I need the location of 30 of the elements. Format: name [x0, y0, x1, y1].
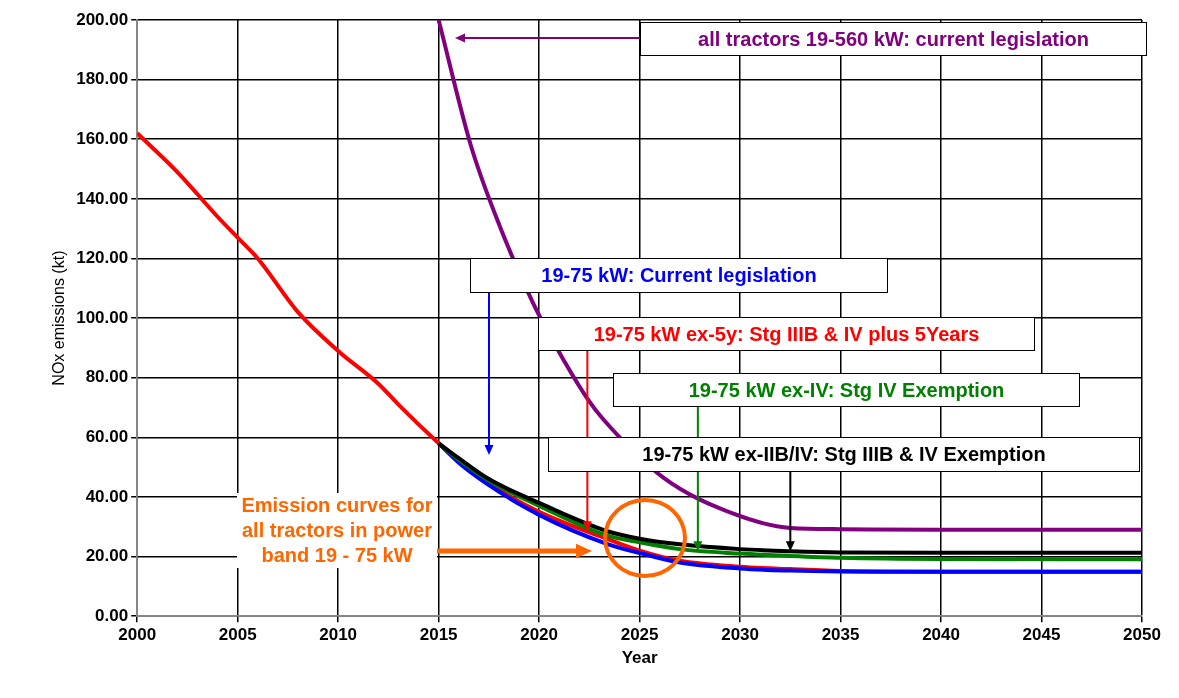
x-tick-label: 2045 — [1022, 625, 1061, 645]
label-box: 19-75 kW ex-IV: Stg IV Exemption — [613, 373, 1080, 407]
y-tick-label: 80.00 — [85, 367, 129, 387]
x-tick-label: 2020 — [520, 625, 559, 645]
x-tick-label: 2005 — [218, 625, 257, 645]
label-box: Emission curves for all tractors in power band 19 - 75 kW — [237, 493, 437, 568]
x-tick-label: 2010 — [319, 625, 358, 645]
x-tick-label: 2050 — [1123, 625, 1161, 645]
y-tick-label: 200.00 — [76, 9, 129, 29]
x-tick-label: 2035 — [821, 625, 860, 645]
y-tick-label: 160.00 — [76, 128, 129, 148]
y-tick-label: 140.00 — [76, 188, 129, 208]
y-tick-label: 60.00 — [85, 427, 129, 447]
y-tick-label: 20.00 — [85, 546, 129, 566]
x-tick-label: 2015 — [419, 625, 458, 645]
y-axis-title: NOx emissions (kt) — [50, 250, 68, 386]
y-tick-label: 100.00 — [76, 307, 129, 327]
y-tick-label: 180.00 — [76, 69, 129, 89]
label-box: 19-75 kW ex-IIB/IV: Stg IIIB & IV Exemption — [548, 437, 1140, 472]
x-axis-title: Year — [621, 648, 658, 668]
label-box: all tractors 19-560 kW: current legislation — [640, 22, 1147, 56]
y-tick-label: 120.00 — [76, 248, 129, 268]
label-box: 19-75 kW: Current legislation — [470, 258, 888, 293]
label-box: 19-75 kW ex-5y: Stg IIIB & IV plus 5Years — [538, 317, 1035, 351]
y-tick-label: 40.00 — [85, 486, 129, 506]
x-tick-label: 2040 — [922, 625, 960, 645]
y-tick-label: 0.00 — [95, 605, 129, 625]
x-tick-label: 2025 — [620, 625, 659, 645]
x-tick-label: 2000 — [118, 625, 157, 645]
x-tick-label: 2030 — [721, 625, 759, 645]
